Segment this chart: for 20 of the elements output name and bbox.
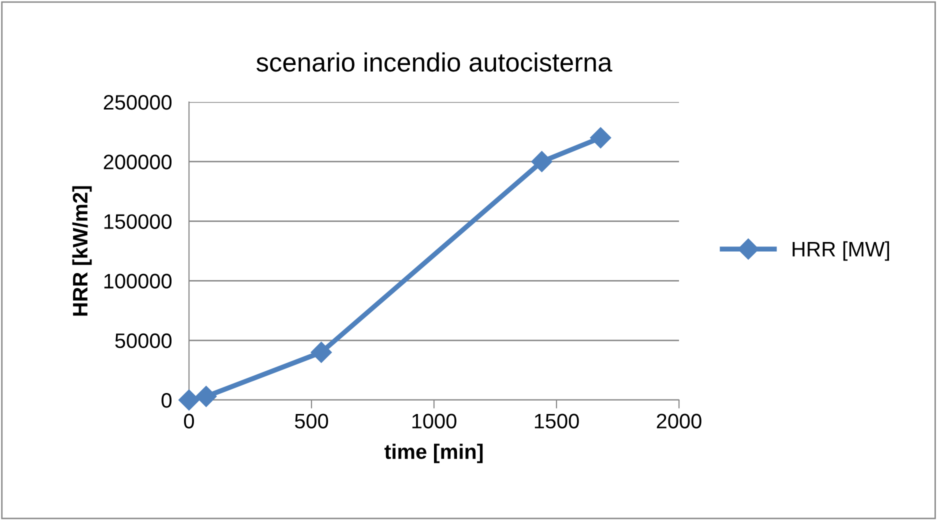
- x-tick-label: 0: [184, 414, 194, 428]
- legend-label: HRR [MW]: [792, 241, 890, 261]
- point: [178, 389, 200, 411]
- y-tick-label: 200000: [104, 154, 172, 170]
- y-axis-title: HRR [kW/m2]: [72, 186, 92, 316]
- x-tick-label: 2000: [656, 414, 702, 428]
- y-tick-label: 250000: [104, 95, 172, 110]
- y-tick-label: 100000: [104, 274, 172, 289]
- x-tick-label: 1500: [534, 414, 579, 428]
- y-tick-label: 50000: [115, 333, 172, 348]
- point: [531, 151, 552, 172]
- chart-title: scenario incendio autocisterna: [256, 52, 612, 72]
- point: [310, 342, 332, 363]
- point: [196, 386, 217, 407]
- x-tick-label: 500: [294, 414, 328, 428]
- x-tick-label: 1000: [412, 414, 456, 428]
- x-axis-title: time [min]: [384, 444, 483, 464]
- point: [590, 127, 612, 148]
- y-tick-label: 150000: [104, 214, 172, 229]
- y-tick-label: 0: [162, 393, 172, 408]
